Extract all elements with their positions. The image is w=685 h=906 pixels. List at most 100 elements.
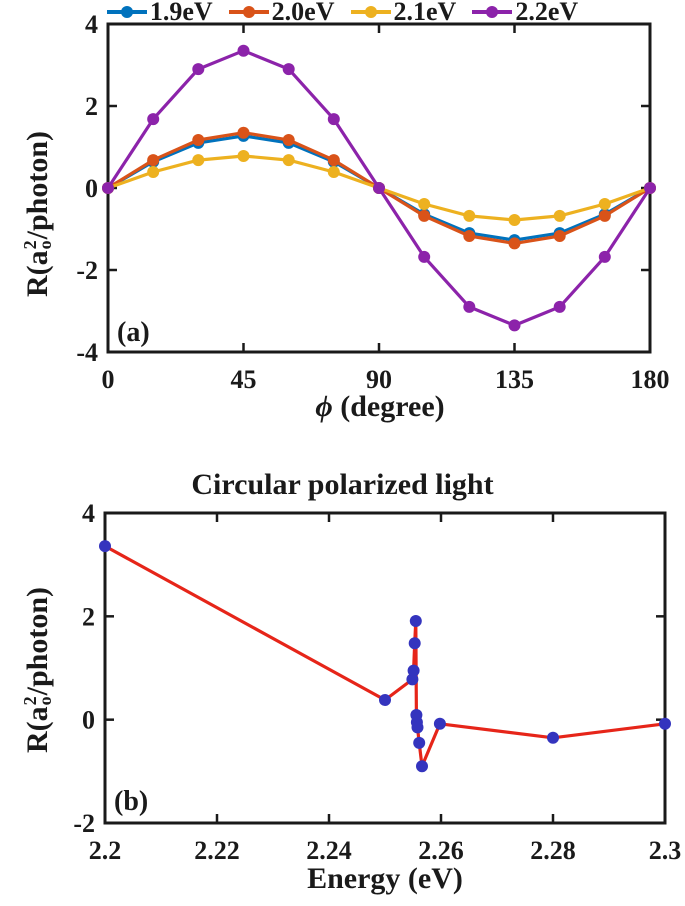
data-point-marker: [433, 717, 446, 730]
panel-b-chart: 2.2 2.22 2.24 2.26 2.28 2.3 -2 0 2 4: [73, 499, 682, 865]
x-tick-label: 180: [631, 365, 670, 394]
y-tick-label: -4: [76, 338, 98, 367]
data-point-marker: [598, 198, 611, 210]
legend-line-marker-icon: [106, 5, 147, 19]
legend-label: 2.0eV: [271, 0, 335, 26]
data-point-marker: [147, 166, 160, 178]
y-tick-label: -2: [73, 809, 95, 838]
data-point-marker: [237, 126, 250, 139]
data-point-marker: [147, 113, 160, 126]
x-tick-label: 45: [231, 365, 257, 394]
data-point-marker: [282, 134, 295, 146]
axis-ticks: [106, 22, 652, 354]
data-point-marker: [598, 209, 611, 222]
axis-ticks: [103, 511, 667, 825]
legend: 1.9eV 2.0eV 2.1eV 2.2eV: [0, 0, 685, 27]
y-tick-label: 4: [85, 10, 98, 39]
x-tick-label: 2.22: [194, 836, 240, 865]
data-point-marker: [237, 150, 250, 162]
data-point-marker: [147, 154, 160, 167]
data-point-marker: [553, 230, 566, 242]
legend-item-2.2eV: 2.2eV: [472, 0, 578, 27]
legend-item-2.1eV: 2.1eV: [350, 0, 457, 27]
data-point-marker: [598, 250, 611, 263]
series-circular polarized light: [99, 540, 671, 773]
panel-b-y-axis-label: R(a 2 o/photon): [16, 500, 60, 840]
data-point-marker: [553, 300, 566, 313]
x-tick-label: 2.26: [418, 836, 464, 865]
panel-a-y-axis-label: R(a 2 o/photon): [16, 44, 60, 384]
data-point-marker: [379, 694, 391, 706]
y-tick-label: -2: [76, 256, 98, 285]
phi-symbol: ϕ: [315, 390, 333, 423]
data-point-marker: [327, 113, 340, 126]
panel-a-label: (a): [117, 317, 150, 348]
x-tick-label: 2.24: [306, 836, 352, 865]
data-point-marker: [99, 540, 111, 553]
data-point-marker: [418, 250, 431, 263]
data-point-marker: [407, 664, 420, 677]
data-point-marker: [508, 237, 521, 250]
data-point-marker: [192, 134, 205, 146]
subscript-o: o: [35, 240, 55, 250]
y-label-prefix: R(a: [21, 250, 54, 298]
data-point-marker: [659, 717, 671, 730]
series-2.2eV: [102, 44, 656, 332]
data-point-marker: [413, 736, 426, 749]
data-point-marker: [282, 63, 295, 76]
x-tick-label: 2.3: [649, 836, 682, 865]
panel-b-title: Circular polarized light: [191, 468, 494, 501]
data-point-marker: [418, 198, 431, 210]
data-point-marker: [373, 182, 385, 194]
data-point-marker: [644, 182, 656, 194]
y-tick-label: 0: [85, 174, 98, 203]
panel-b-label: (b): [114, 786, 149, 817]
x-tick-label: 90: [366, 365, 392, 394]
data-point-marker: [508, 319, 521, 332]
panel-a-chart: 0 45 90 135 180 -4 -2 0 2 4: [76, 10, 670, 394]
data-point-marker: [408, 637, 421, 650]
y-tick-label: 2: [85, 92, 98, 121]
y-tick-label: 4: [82, 499, 95, 528]
legend-line-marker-icon: [472, 5, 513, 19]
data-point-marker: [192, 63, 205, 76]
legend-label: 2.2eV: [515, 0, 579, 26]
data-point-marker: [553, 209, 566, 222]
y-tick-label: 2: [82, 602, 95, 631]
x-tick-label: 2.2: [89, 836, 122, 865]
data-point-marker: [418, 209, 431, 222]
data-point-marker: [102, 182, 114, 194]
data-point-marker: [416, 760, 428, 773]
x-tick-label: 135: [495, 365, 534, 394]
x-tick-label: 0: [102, 365, 115, 394]
legend-item-2.0eV: 2.0eV: [228, 0, 335, 27]
data-point-marker: [463, 230, 476, 242]
legend-label: 2.1eV: [393, 0, 457, 26]
data-point-marker: [237, 44, 250, 57]
data-point-marker: [282, 154, 295, 167]
y-label-suffix: /photon): [21, 586, 54, 696]
panel-b-x-axis-label: Energy (eV): [307, 862, 463, 895]
plot-frame: [103, 511, 667, 825]
data-point-marker: [406, 673, 419, 686]
x-axis-label-text: (degree): [332, 390, 445, 423]
data-point-marker: [411, 721, 424, 734]
data-point-marker: [508, 214, 521, 226]
legend-line-marker-icon: [350, 5, 391, 19]
data-point-marker: [327, 154, 340, 167]
data-point-marker: [463, 300, 476, 313]
y-tick-label: 0: [82, 706, 95, 735]
legend-item-1.9eV: 1.9eV: [106, 0, 213, 27]
data-point-marker: [192, 154, 205, 167]
data-point-marker: [463, 209, 476, 222]
y-label-prefix: R(a: [21, 706, 54, 754]
data-point-marker: [409, 615, 422, 627]
y-label-suffix: /photon): [21, 130, 54, 240]
panel-a-x-axis-label: ϕ (degree): [0, 390, 685, 424]
x-tick-label: 2.28: [530, 836, 576, 865]
legend-label: 1.9eV: [149, 0, 213, 26]
series-line: [103, 544, 667, 768]
